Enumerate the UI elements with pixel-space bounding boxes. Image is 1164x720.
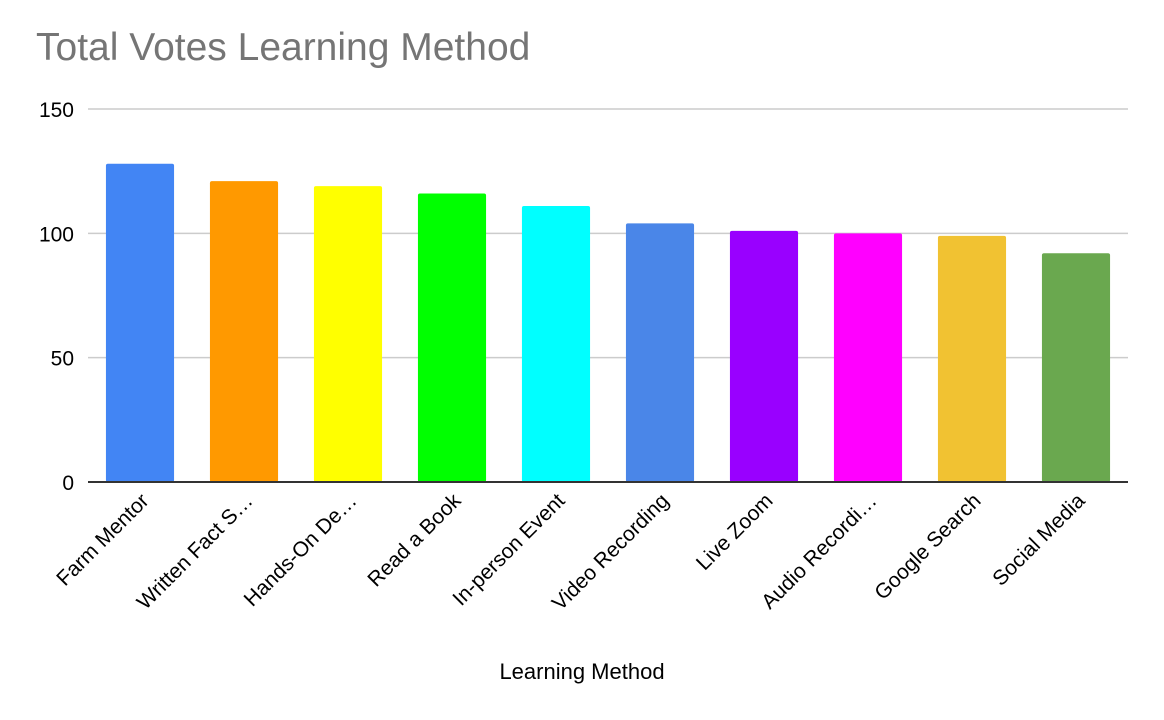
y-tick-label: 150 <box>39 99 74 122</box>
x-tick-label: Social Media <box>988 489 1090 591</box>
bar <box>521 205 591 483</box>
bar <box>209 181 279 482</box>
bar <box>313 186 383 482</box>
x-tick-label: Audio Recordi… <box>757 489 881 613</box>
x-axis-title: Learning Method <box>499 659 665 684</box>
bar <box>729 230 799 482</box>
x-tick-label: Hands-On De… <box>240 489 362 611</box>
bar <box>1041 253 1111 482</box>
x-tick-label: Read a Book <box>363 489 465 591</box>
bar <box>417 193 487 482</box>
x-tick-label: Farm Mentor <box>52 489 153 590</box>
x-tick-label: Live Zoom <box>692 489 778 575</box>
bar <box>833 233 903 482</box>
bar <box>625 223 695 483</box>
y-tick-label: 0 <box>62 472 74 495</box>
x-tick-label: In-person Event <box>448 489 569 610</box>
bar <box>105 163 175 482</box>
x-tick-label: Google Search <box>870 489 985 604</box>
bar <box>937 235 1007 482</box>
y-tick-label: 100 <box>39 223 74 246</box>
y-tick-label: 50 <box>51 348 74 371</box>
chart-title: Total Votes Learning Method <box>36 26 531 69</box>
